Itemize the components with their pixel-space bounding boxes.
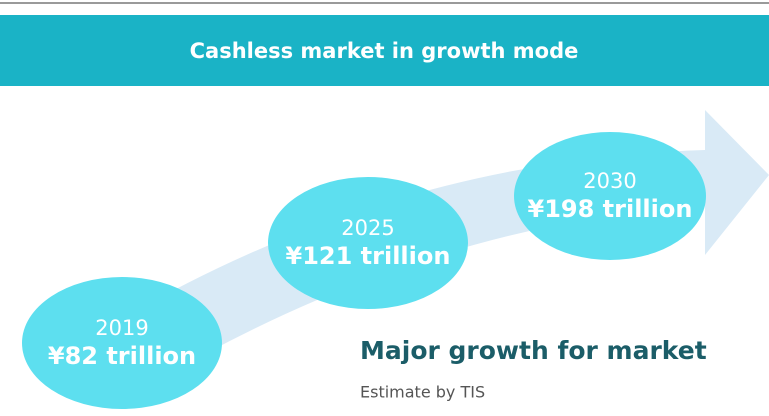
milestone-bubble <box>514 132 706 260</box>
milestone-year: 2025 <box>341 216 394 240</box>
milestone-year: 2030 <box>583 169 636 193</box>
milestones: 2019¥82 trillion 2025¥121 trillion 2030¥19… <box>22 132 706 409</box>
caption-subtitle: Estimate by TIS <box>360 383 485 402</box>
milestone-year: 2019 <box>95 316 148 340</box>
caption-title: Major growth for market <box>360 336 707 365</box>
milestone-amount: ¥82 trillion <box>48 342 196 370</box>
milestone-bubble <box>268 177 468 309</box>
top-rule <box>0 2 769 4</box>
header-title: Cashless market in growth mode <box>190 39 579 63</box>
milestone-amount: ¥198 trillion <box>528 195 693 223</box>
header-band <box>0 15 769 86</box>
milestone-bubble <box>22 277 222 409</box>
milestone-amount: ¥121 trillion <box>286 242 451 270</box>
